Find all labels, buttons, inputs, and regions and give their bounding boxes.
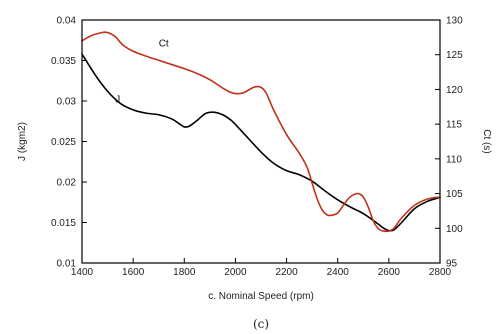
- series-line-j: [81, 53, 441, 232]
- y-left-axis-title: J (kgm2): [17, 122, 28, 161]
- y-right-tick-label: 120: [446, 85, 463, 96]
- series-layer: J Ct: [81, 31, 441, 233]
- series-line-ct: [81, 31, 441, 233]
- x-tick-label: 2400: [327, 267, 350, 278]
- y-right-axis-title: Ct (s): [481, 129, 492, 153]
- x-axis-title: c. Nominal Speed (rpm): [208, 291, 314, 302]
- y-right-tick-label: 115: [446, 120, 462, 131]
- plot-frame: [81, 19, 441, 264]
- y-right-tick-label: 95: [446, 259, 458, 270]
- y-left-tick-label: 0.02: [57, 178, 77, 189]
- y-right-tick-label: 100: [446, 224, 463, 235]
- x-tick-label: 2000: [224, 267, 247, 278]
- x-tick-label: 1800: [173, 267, 196, 278]
- y-left-tick-label: 0.015: [51, 218, 76, 229]
- y-right-tick-label: 110: [446, 154, 462, 165]
- y-right-tick-label: 130: [446, 16, 463, 27]
- figure-caption: (c): [253, 317, 269, 331]
- x-tick-label: 2600: [378, 267, 401, 278]
- x-tick-label: 2200: [275, 267, 298, 278]
- y-left-tick-label: 0.025: [51, 137, 76, 148]
- x-tick-label: 1400: [71, 267, 94, 278]
- series-label-j: J: [115, 95, 120, 106]
- series-label-ct: Ct: [159, 38, 169, 49]
- y-right-tick-label: 105: [446, 189, 463, 200]
- y-left-tick-label: 0.03: [57, 97, 77, 108]
- y-left-tick-label: 0.035: [51, 56, 76, 67]
- y-left-tick-label: 0.04: [57, 16, 77, 27]
- x-tick-label: 1600: [122, 267, 145, 278]
- y-left-tick-label: 0.01: [57, 259, 77, 270]
- ticks-layer: 1400 1600 1800 2000 2200 2400 2600 2800 0.01 0.01…: [51, 16, 463, 279]
- x-tick-label: 2800: [429, 267, 452, 278]
- y-right-tick-label: 125: [446, 50, 463, 61]
